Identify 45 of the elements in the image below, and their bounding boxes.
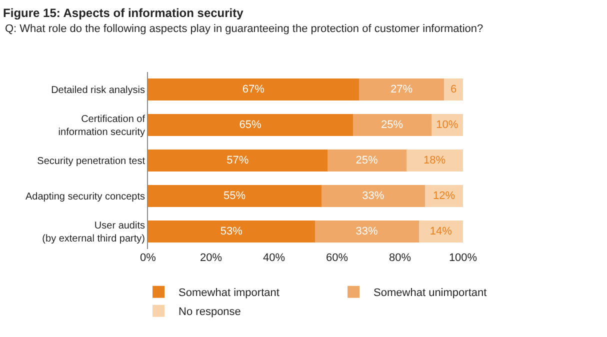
bar xyxy=(148,114,353,136)
bar xyxy=(418,220,463,242)
bar xyxy=(148,184,322,207)
bar xyxy=(148,220,315,242)
x-tick-label: 100% xyxy=(448,252,478,264)
data-label: 18% xyxy=(424,154,446,166)
legend-label: Somewhat important xyxy=(178,287,280,300)
x-tick-label: 80% xyxy=(388,252,412,264)
x-tick-label: 0% xyxy=(140,252,156,264)
bar xyxy=(314,220,419,242)
bar xyxy=(425,184,463,207)
data-label: 33% xyxy=(362,190,384,202)
bar xyxy=(359,78,444,101)
data-label: 6 xyxy=(450,84,457,96)
y-tick-label: Security penetration test xyxy=(37,156,146,167)
data-label: 67% xyxy=(242,84,265,96)
data-label: 33% xyxy=(356,225,378,238)
chart-subtitle: Q: What role do the following aspects play in guaranteeing the protection of customer information? xyxy=(5,23,484,35)
bar xyxy=(328,150,406,172)
data-label: 27% xyxy=(390,84,413,96)
bar xyxy=(352,114,432,136)
data-label: 12% xyxy=(432,190,456,202)
legend-label: No response xyxy=(178,306,241,318)
legend-label: Somewhat unimportant xyxy=(374,287,487,300)
y-tick-label: Detailed risk analysis xyxy=(51,85,145,96)
x-tick-label: 60% xyxy=(326,252,348,264)
data-label: 55% xyxy=(224,190,246,202)
bar xyxy=(406,150,463,172)
x-tick-label: 40% xyxy=(262,252,286,264)
y-tick-label: Adapting security concepts xyxy=(25,191,145,202)
data-label: 57% xyxy=(226,154,249,166)
data-label: 14% xyxy=(430,225,452,238)
bar xyxy=(148,78,360,101)
data-label: 65% xyxy=(239,119,262,132)
chart-title: Figure 15: Aspects of information security xyxy=(3,6,244,20)
y-tick-label: Certification of information security xyxy=(58,114,146,138)
x-tick-label: 20% xyxy=(200,252,222,264)
data-label: 53% xyxy=(220,225,243,238)
bar xyxy=(321,184,426,207)
data-label: 25% xyxy=(381,119,404,132)
bar xyxy=(444,78,463,101)
data-label: 25% xyxy=(356,154,378,166)
data-label: 10% xyxy=(436,119,458,132)
y-tick-label: User audits (by external third party) xyxy=(42,220,145,244)
bar xyxy=(148,150,328,172)
